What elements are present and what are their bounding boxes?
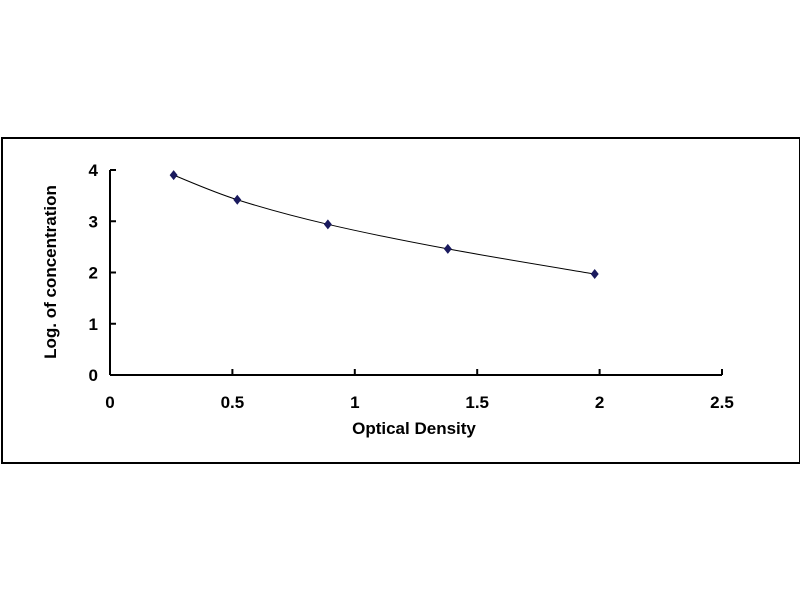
x-tick-label: 0 [105,393,114,412]
data-point [443,243,452,254]
y-axis-title: Log. of concentration [41,185,60,359]
data-point [590,269,599,280]
x-tick-label: 1 [350,393,359,412]
y-tick-label: 4 [89,161,99,180]
x-tick-label: 0.5 [221,393,245,412]
data-point [233,194,242,205]
y-tick-label: 2 [89,264,98,283]
data-point [169,170,178,181]
x-tick-label: 2 [595,393,604,412]
trend-curve [173,174,595,275]
y-tick-label: 0 [89,366,98,385]
y-tick-label: 3 [89,212,98,231]
data-point [323,219,332,230]
x-tick-label: 1.5 [465,393,489,412]
x-axis-title: Optical Density [352,419,476,438]
x-tick-label: 2.5 [710,393,734,412]
y-tick-label: 1 [89,315,98,334]
